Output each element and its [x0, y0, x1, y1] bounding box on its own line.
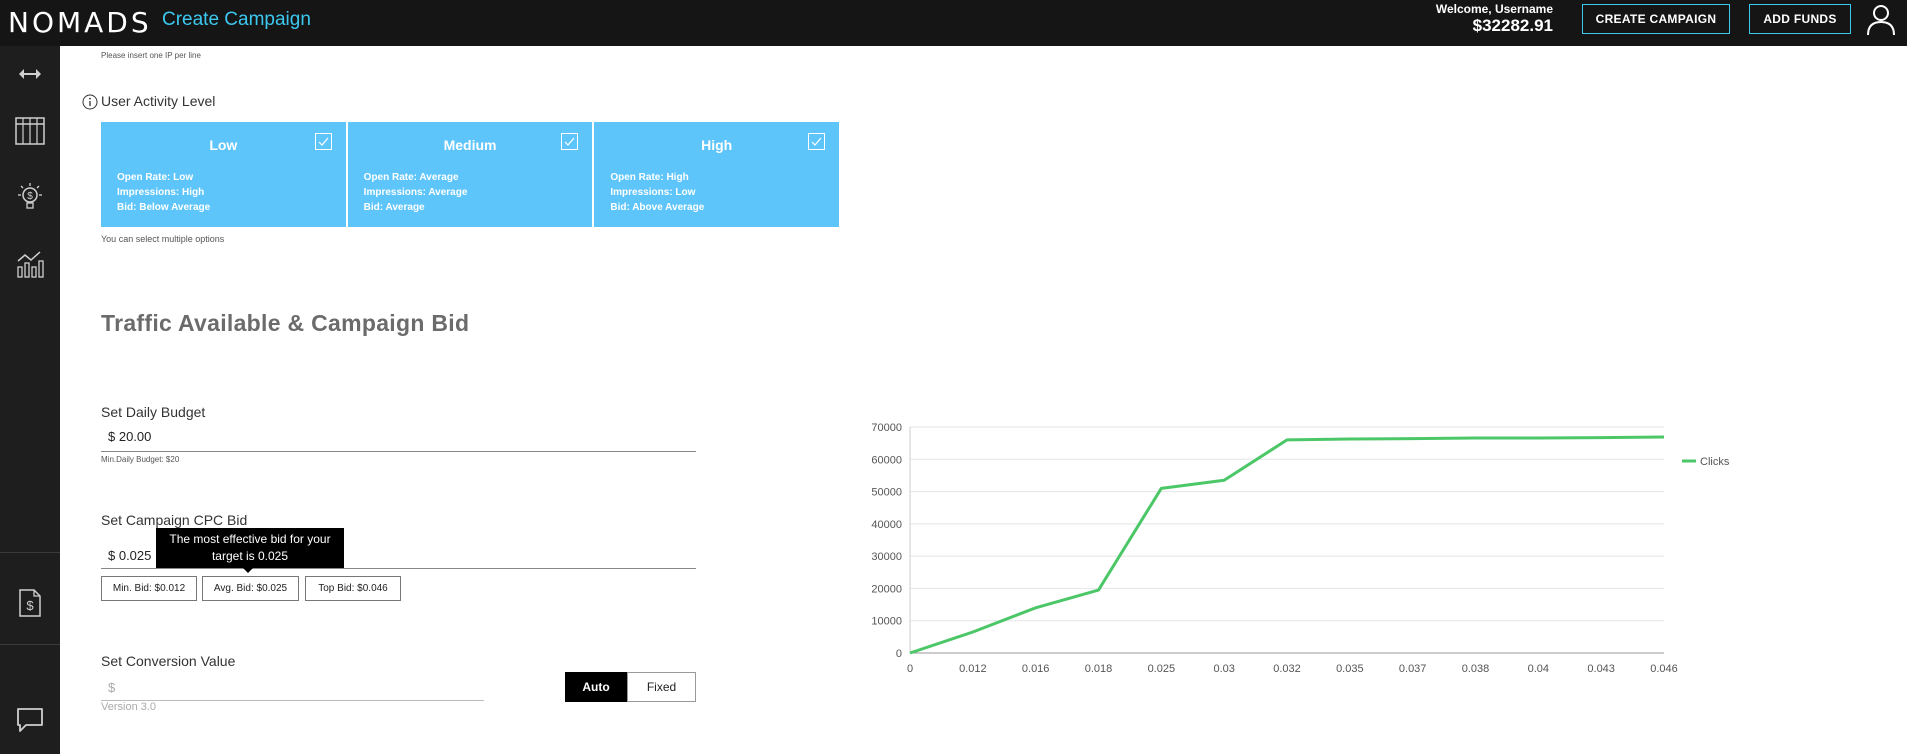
info-icon — [82, 94, 98, 110]
daily-budget-hint: Min.Daily Budget: $20 — [101, 455, 180, 464]
activity-card-details: Open Rate: High Impressions: Low Bid: Ab… — [610, 172, 705, 213]
top-bar: NOMADS Create Campaign Welcome, Username… — [0, 0, 1907, 46]
svg-text:$: $ — [27, 191, 33, 202]
sidebar: $ $ — [0, 46, 60, 754]
svg-text:$: $ — [26, 598, 34, 613]
page-title: Create Campaign — [162, 9, 311, 30]
activity-card-title: Low — [209, 137, 238, 153]
avg-bid-button[interactable]: Avg. Bid: $0.025 — [202, 576, 299, 601]
activity-card-title: Medium — [443, 137, 497, 153]
chart-svg: 0 10000 20000 30000 40000 50000 60000 70000 0 0.0… — [871, 422, 1730, 675]
activity-card-low[interactable]: Low Open Rate: Low Impressions: High Bid… — [101, 122, 348, 227]
activity-card-medium[interactable]: Medium Open Rate: Average Impressions: A… — [348, 122, 595, 227]
sidebar-divider — [0, 552, 60, 553]
daily-budget-label: Set Daily Budget — [101, 404, 206, 420]
y-tick-label: 10000 — [871, 616, 902, 628]
conversion-value-input[interactable]: $ — [108, 680, 116, 695]
x-tick-label: 0.012 — [959, 663, 987, 675]
sidebar-item-campaigns[interactable] — [0, 106, 60, 156]
sidebar-item-analytics[interactable] — [0, 239, 60, 289]
checkbox-checked-icon[interactable] — [561, 133, 579, 150]
y-tick-label: 50000 — [871, 487, 902, 499]
x-tick-label: 0.03 — [1213, 663, 1234, 675]
add-funds-button[interactable]: ADD FUNDS — [1749, 4, 1851, 34]
activity-level-selector: Low Open Rate: Low Impressions: High Bid… — [101, 122, 839, 227]
x-tick-label: 0.04 — [1528, 663, 1549, 675]
logo[interactable]: NOMADS — [8, 6, 152, 39]
invoice-dollar-icon: $ — [19, 589, 41, 617]
activity-card-title: High — [701, 137, 733, 153]
x-tick-label: 0.016 — [1022, 663, 1050, 675]
y-tick-label: 0 — [896, 648, 902, 660]
y-tick-label: 20000 — [871, 583, 902, 595]
legend-label: Clicks — [1700, 456, 1730, 468]
y-tick-label: 40000 — [871, 519, 902, 531]
chat-icon — [17, 708, 43, 732]
tooltip-arrow — [242, 567, 254, 573]
sidebar-item-billing[interactable]: $ — [0, 578, 60, 628]
min-bid-button[interactable]: Min. Bid: $0.012 — [101, 576, 197, 601]
series-line-clicks — [909, 435, 1665, 655]
x-tick-label: 0.043 — [1587, 663, 1615, 675]
x-tick-label: 0.032 — [1273, 663, 1301, 675]
top-bid-button[interactable]: Top Bid: $0.046 — [305, 576, 401, 601]
checkbox-checked-icon[interactable] — [808, 133, 826, 150]
x-tick-label: 0.038 — [1462, 663, 1490, 675]
table-icon — [15, 117, 45, 145]
bid-tooltip: The most effective bid for your target i… — [156, 528, 344, 568]
y-tick-label: 70000 — [871, 422, 902, 434]
sidebar-divider — [0, 644, 60, 645]
conversion-value-label: Set Conversion Value — [101, 653, 236, 669]
lightbulb-dollar-icon: $ — [18, 183, 42, 209]
analytics-chart-icon — [17, 251, 44, 278]
activity-level-label: User Activity Level — [101, 93, 216, 109]
cpc-bid-input[interactable]: $ 0.025 — [108, 548, 152, 563]
sidebar-item-ideas[interactable]: $ — [0, 172, 60, 222]
fixed-toggle-button[interactable]: Fixed — [627, 672, 696, 702]
x-tick-label: 0.035 — [1336, 663, 1364, 675]
checkbox-checked-icon[interactable] — [314, 133, 332, 150]
y-tick-label: 60000 — [871, 454, 902, 466]
section-title: Traffic Available & Campaign Bid — [101, 310, 470, 336]
daily-budget-underline — [101, 451, 696, 452]
sidebar-item-chat[interactable] — [0, 695, 60, 745]
cpc-bid-underline — [101, 568, 696, 569]
daily-budget-input[interactable]: $ 20.00 — [108, 429, 152, 444]
clicks-chart: 0 10000 20000 30000 40000 50000 60000 70000 0 0.0… — [860, 410, 1740, 680]
ip-hint: Please insert one IP per line — [101, 51, 201, 60]
x-tick-label: 0.037 — [1399, 663, 1427, 675]
conversion-value-underline — [101, 700, 484, 701]
cpc-bid-label: Set Campaign CPC Bid — [101, 512, 248, 528]
sidebar-item-toggle[interactable] — [0, 49, 60, 99]
auto-toggle-button[interactable]: Auto — [565, 672, 627, 702]
create-campaign-button[interactable]: CREATE CAMPAIGN — [1582, 4, 1730, 34]
x-tick-label: 0.018 — [1085, 663, 1113, 675]
arrows-horizontal-icon — [19, 69, 41, 79]
activity-card-details: Open Rate: Average Impressions: Average … — [363, 172, 468, 213]
activity-card-high[interactable]: High Open Rate: High Impressions: Low Bi… — [594, 122, 839, 227]
account-balance: $32282.91 — [1472, 16, 1553, 35]
welcome-text: Welcome, Username — [1435, 2, 1553, 16]
activity-hint: You can select multiple options — [101, 234, 225, 244]
activity-card-details: Open Rate: Low Impressions: High Bid: Be… — [117, 172, 211, 213]
x-tick-label: 0.046 — [1650, 663, 1678, 675]
y-tick-label: 30000 — [871, 551, 902, 563]
version-label: Version 3.0 — [101, 701, 157, 713]
x-tick-label: 0.025 — [1148, 663, 1176, 675]
user-icon[interactable] — [1866, 4, 1896, 36]
x-tick-label: 0 — [907, 663, 913, 675]
